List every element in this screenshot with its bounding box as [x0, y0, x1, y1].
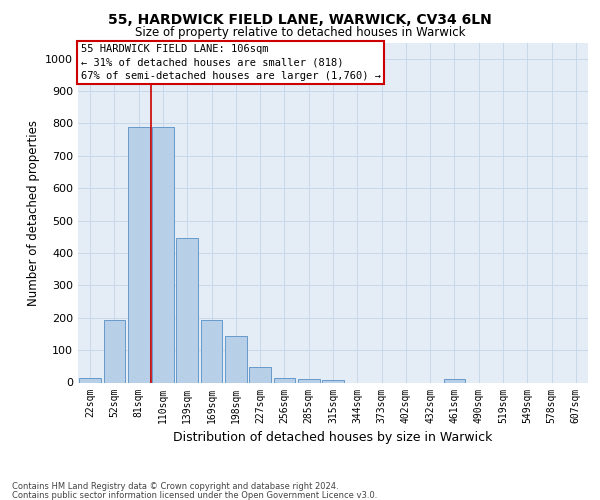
- Text: 55 HARDWICK FIELD LANE: 106sqm
← 31% of detached houses are smaller (818)
67% of: 55 HARDWICK FIELD LANE: 106sqm ← 31% of …: [80, 44, 380, 80]
- X-axis label: Distribution of detached houses by size in Warwick: Distribution of detached houses by size …: [173, 431, 493, 444]
- Text: Contains HM Land Registry data © Crown copyright and database right 2024.: Contains HM Land Registry data © Crown c…: [12, 482, 338, 491]
- Text: 55, HARDWICK FIELD LANE, WARWICK, CV34 6LN: 55, HARDWICK FIELD LANE, WARWICK, CV34 6…: [108, 12, 492, 26]
- Bar: [249, 367, 271, 382]
- Bar: [128, 126, 149, 382]
- Y-axis label: Number of detached properties: Number of detached properties: [26, 120, 40, 306]
- Bar: [79, 378, 101, 382]
- Bar: [152, 126, 174, 382]
- Text: Contains public sector information licensed under the Open Government Licence v3: Contains public sector information licen…: [12, 490, 377, 500]
- Bar: [104, 320, 125, 382]
- Bar: [200, 320, 223, 382]
- Bar: [443, 380, 466, 382]
- Bar: [322, 380, 344, 382]
- Bar: [298, 380, 320, 382]
- Bar: [274, 378, 295, 382]
- Bar: [176, 238, 198, 382]
- Bar: [225, 336, 247, 382]
- Text: Size of property relative to detached houses in Warwick: Size of property relative to detached ho…: [135, 26, 465, 39]
